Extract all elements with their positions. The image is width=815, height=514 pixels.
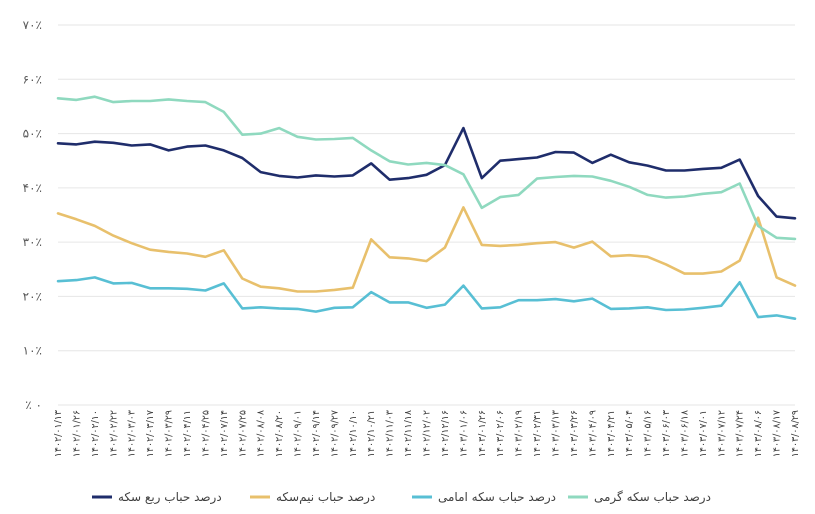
x-tick-label: ۱۴۰۲/۰۹/۱۴ <box>311 410 322 457</box>
x-tick-label: ۱۴۰۳/۰۴/۲۱ <box>606 410 617 457</box>
x-tick-label: ۱۴۰۳/۰۵/۱۶ <box>643 410 654 457</box>
x-tick-label: ۱۴۰۲/۱۰/۱۰ <box>348 410 359 457</box>
x-tick-label: ۱۴۰۲/۰۱/۲۶ <box>71 410 82 457</box>
y-tick-label: ۶۰٪ <box>23 72 42 86</box>
x-tick-label: ۱۴۰۲/۱۰/۲۱ <box>366 410 377 457</box>
x-tick-label: ۱۴۰۳/۰۸/۰۶ <box>753 410 764 457</box>
y-tick-label: ۳۰٪ <box>23 235 42 249</box>
legend-label: درصد حباب سکه گرمی <box>594 490 711 505</box>
x-tick-label: ۱۴۰۳/۰۱/۰۶ <box>458 410 469 457</box>
x-tick-label: ۱۴۰۲/۱۲/۰۲ <box>422 410 433 457</box>
x-tick-label: ۱۴۰۲/۰۸/۲۰ <box>274 410 285 457</box>
x-tick-label: ۱۴۰۳/۰۲/۱۹ <box>514 410 525 457</box>
y-tick-label: ٪ ۰ <box>25 398 42 412</box>
legend-label: درصد حباب ربع سکه <box>118 490 222 505</box>
x-tick-label: ۱۴۰۲/۰۲/۲۲ <box>108 410 119 457</box>
x-tick-label: ۱۴۰۲/۰۳/۱۷ <box>145 410 156 457</box>
x-tick-label: ۱۴۰۳/۰۷/۱۲ <box>716 410 727 457</box>
x-tick-label: ۱۴۰۲/۰۳/۰۳ <box>127 410 138 457</box>
legend-item: درصد حباب نیم‌سکه <box>250 490 375 505</box>
series-line-2 <box>56 276 797 321</box>
x-tick-label: ۱۴۰۳/۰۸/۱۷ <box>772 410 783 457</box>
y-tick-label: ۵۰٪ <box>23 127 42 141</box>
x-tick-label: ۱۴۰۲/۰۱/۱۳ <box>53 410 64 457</box>
series-line-3 <box>56 95 797 241</box>
x-tick-label: ۱۴۰۲/۰۹/۲۷ <box>329 410 340 457</box>
x-tick-label: ۱۴۰۲/۰۴/۲۵ <box>200 410 211 457</box>
x-tick-label: ۱۴۰۲/۰۴/۱۱ <box>182 410 193 457</box>
x-tick-label: ۱۴۰۲/۱۲/۱۶ <box>440 410 451 457</box>
y-tick-label: ۷۰٪ <box>23 18 42 32</box>
x-tick-label: ۱۴۰۲/۰۲/۱۰ <box>90 410 101 457</box>
legend-label: درصد حباب سکه امامی <box>438 490 556 505</box>
x-tick-label: ۱۴۰۳/۰۶/۱۸ <box>679 410 690 457</box>
x-tick-label: ۱۴۰۲/۰۳/۲۹ <box>164 410 175 457</box>
legend-item: درصد حباب سکه گرمی <box>568 490 711 505</box>
x-tick-label: ۱۴۰۳/۰۲/۳۱ <box>532 410 543 457</box>
y-tick-label: ۱۰٪ <box>23 344 42 358</box>
legend-item: درصد حباب ربع سکه <box>92 490 222 505</box>
legend-item: درصد حباب سکه امامی <box>412 490 556 505</box>
x-tick-label: ۱۴۰۳/۰۸/۲۹ <box>790 410 801 457</box>
x-tick-label: ۱۴۰۳/۰۶/۰۳ <box>661 410 672 457</box>
x-tick-label: ۱۴۰۳/۰۵/۰۴ <box>624 410 635 457</box>
y-tick-label: ۴۰٪ <box>23 181 42 195</box>
x-tick-label: ۱۴۰۳/۰۳/۲۶ <box>569 410 580 457</box>
x-tick-label: ۱۴۰۲/۰۸/۰۸ <box>256 410 267 457</box>
x-tick-label: ۱۴۰۲/۰۹/۰۱ <box>293 410 304 457</box>
x-tick-label: ۱۴۰۳/۰۷/۲۴ <box>735 410 746 457</box>
x-tick-label: ۱۴۰۳/۰۷/۰۱ <box>698 410 709 457</box>
series-line-0 <box>56 126 797 220</box>
series-line-1 <box>56 206 797 293</box>
x-tick-label: ۱۴۰۲/۱۱/۱۸ <box>403 410 414 457</box>
x-tick-label: ۱۴۰۳/۰۴/۰۹ <box>587 410 598 457</box>
x-tick-label: ۱۴۰۳/۰۱/۲۶ <box>477 410 488 457</box>
x-tick-label: ۱۴۰۳/۰۳/۱۳ <box>550 410 561 457</box>
x-tick-label: ۱۴۰۳/۰۲/۰۶ <box>495 410 506 457</box>
x-tick-label: ۱۴۰۲/۰۷/۱۴ <box>219 410 230 457</box>
x-tick-label: ۱۴۰۲/۰۷/۲۵ <box>237 410 248 457</box>
legend-label: درصد حباب نیم‌سکه <box>276 490 375 505</box>
x-tick-label: ۱۴۰۲/۱۱/۰۳ <box>385 410 396 457</box>
y-tick-label: ۲۰٪ <box>23 289 42 303</box>
